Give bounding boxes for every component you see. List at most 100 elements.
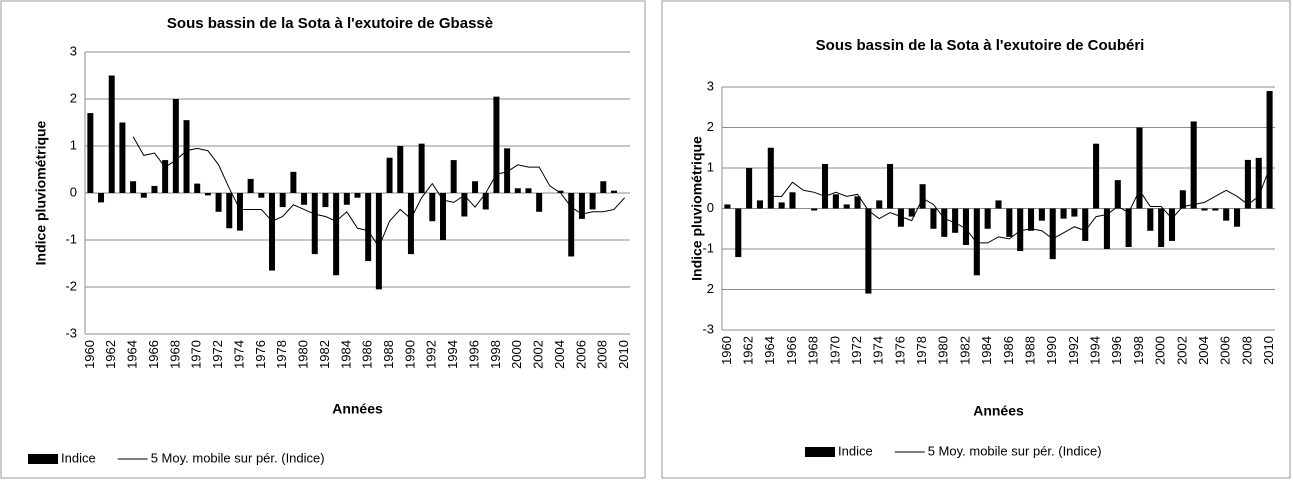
y-tick-label: 1	[70, 137, 77, 152]
bar	[589, 193, 596, 210]
bar	[724, 204, 731, 209]
bar	[194, 183, 201, 193]
bar	[1071, 208, 1078, 217]
x-tick-label: 1990	[1044, 336, 1059, 365]
bar	[375, 193, 382, 290]
bar	[183, 120, 190, 193]
bar	[439, 193, 446, 240]
y-axis-title: Indice pluviométrique	[33, 120, 49, 265]
y-tick-label: 0	[70, 184, 77, 199]
x-tick-label: 2006	[1218, 336, 1233, 365]
bar	[525, 188, 532, 193]
bar	[472, 181, 479, 193]
bar	[843, 204, 850, 209]
x-tick-label: 1978	[914, 336, 929, 365]
x-tick-label: 1996	[1109, 336, 1124, 365]
bar	[1255, 157, 1262, 209]
bar	[514, 188, 521, 193]
bar	[578, 193, 585, 219]
bar	[1017, 208, 1024, 252]
moving-average-line	[770, 167, 1271, 244]
bar	[746, 168, 753, 209]
bar	[269, 193, 276, 271]
bar	[865, 208, 872, 294]
bar	[984, 208, 991, 229]
x-tick-label: 1998	[488, 340, 503, 369]
bar	[247, 178, 254, 193]
bar	[568, 193, 575, 257]
bar	[1179, 190, 1186, 209]
bar	[1027, 208, 1035, 231]
bar	[1103, 208, 1110, 249]
legend-label: 5 Moy. mobile sur pér. (Indice)	[928, 443, 1102, 458]
bar	[908, 208, 915, 217]
bar	[215, 193, 222, 212]
bar	[1049, 208, 1056, 260]
bar	[1136, 127, 1143, 209]
legend-swatch	[805, 447, 835, 457]
bar	[854, 196, 861, 209]
legend-label: Indice	[61, 450, 96, 465]
x-tick-label: 2004	[1196, 336, 1211, 365]
x-tick-label: 1998	[1131, 336, 1146, 365]
bar	[461, 193, 468, 217]
y-tick-label: 2	[707, 119, 714, 134]
x-tick-label: 1986	[360, 340, 375, 369]
bar	[756, 200, 763, 209]
bar	[482, 193, 489, 210]
bar	[162, 160, 169, 193]
y-tick-label: -1	[65, 231, 77, 246]
bar	[87, 113, 94, 193]
bar	[386, 157, 393, 193]
x-tick-label: 1972	[849, 336, 864, 365]
bar	[897, 208, 904, 227]
y-tick-label: 2	[70, 90, 77, 105]
y-tick-label: 1	[707, 159, 714, 174]
x-tick-label: 1994	[445, 340, 460, 369]
x-tick-label: 1968	[806, 336, 821, 365]
x-tick-label: 1996	[466, 340, 481, 369]
x-tick-label: 1988	[1022, 336, 1037, 365]
bar	[311, 193, 318, 255]
bar	[832, 194, 839, 209]
bar	[397, 146, 404, 193]
legend-swatch	[28, 454, 58, 464]
bar	[536, 193, 543, 212]
x-tick-label: 1966	[146, 340, 161, 369]
y-tick-label: -3	[65, 325, 77, 340]
bar	[301, 193, 308, 205]
bar	[226, 193, 233, 229]
x-tick-label: 1974	[871, 336, 886, 365]
y-tick-label: 3	[70, 43, 77, 58]
x-tick-label: 1978	[274, 340, 289, 369]
bar	[354, 193, 361, 198]
x-tick-label: 1976	[253, 340, 268, 369]
x-tick-label: 1962	[741, 336, 756, 365]
bar	[119, 122, 126, 193]
bar	[995, 200, 1002, 209]
bar	[941, 208, 948, 237]
x-tick-label: 2002	[531, 340, 546, 369]
bar	[418, 143, 425, 193]
bar	[778, 202, 785, 209]
bar	[365, 193, 372, 262]
x-tick-label: 2008	[1239, 336, 1254, 365]
bar	[1190, 121, 1197, 209]
bar	[821, 163, 829, 209]
bar	[887, 163, 894, 209]
bar	[735, 208, 742, 258]
x-tick-label: 1974	[231, 340, 246, 369]
bar	[343, 193, 350, 205]
bar	[1201, 208, 1208, 211]
bar	[108, 75, 115, 193]
bar	[322, 193, 329, 208]
y-tick-label: 2	[707, 281, 714, 296]
bar	[1093, 143, 1100, 209]
x-tick-label: 1962	[103, 340, 118, 369]
x-tick-label: 2008	[595, 340, 610, 369]
bar	[493, 96, 500, 193]
x-tick-label: 1972	[210, 340, 225, 369]
x-tick-label: 2010	[1261, 336, 1276, 365]
y-tick-label: -1	[702, 240, 714, 255]
